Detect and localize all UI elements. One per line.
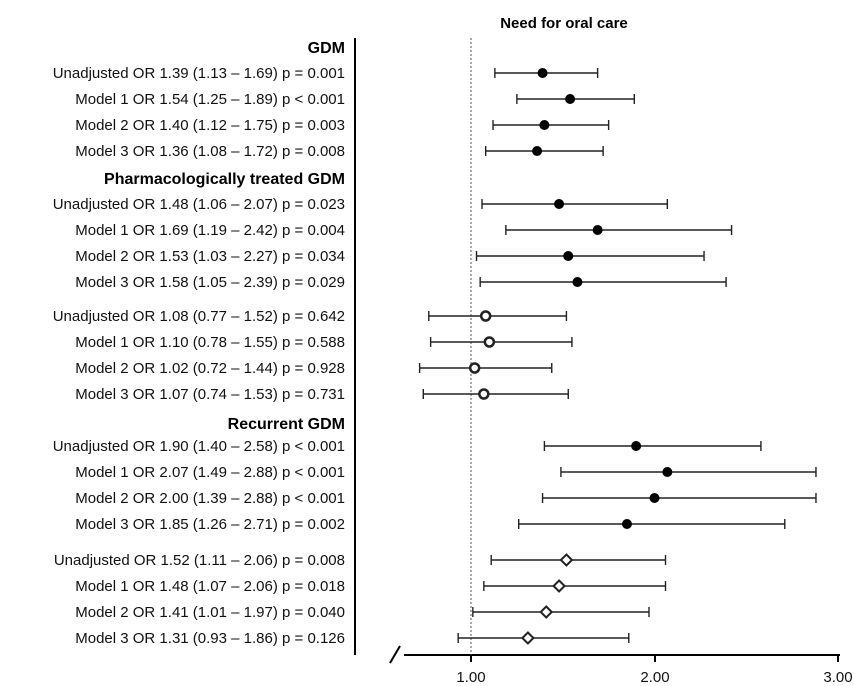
group-heading: Pharmacologically treated GDM xyxy=(104,171,345,188)
forest-row: Model 2 OR 1.40 (1.12 – 1.75) p = 0.003 xyxy=(75,117,610,134)
point-estimate xyxy=(631,441,642,451)
forest-row: Model 3 OR 1.07 (0.74 – 1.53) p = 0.731 xyxy=(75,386,569,403)
point-estimate xyxy=(565,94,576,104)
row-label: Model 1 OR 1.69 (1.19 – 2.42) p = 0.004 xyxy=(75,222,345,239)
point-estimate xyxy=(537,68,548,78)
forest-row: Model 3 OR 1.58 (1.05 – 2.39) p = 0.029 xyxy=(75,274,727,291)
point-estimate xyxy=(592,225,603,235)
row-label: Unadjusted OR 1.48 (1.06 – 2.07) p = 0.0… xyxy=(53,196,345,213)
x-axis-ticks: 1.00 2.00 3.00 xyxy=(456,655,853,686)
point-estimate xyxy=(649,493,660,503)
point-estimate xyxy=(539,120,550,130)
row-label: Unadjusted OR 1.39 (1.13 – 1.69) p = 0.0… xyxy=(53,65,345,82)
forest-row: Model 2 OR 1.53 (1.03 – 2.27) p = 0.034 xyxy=(75,248,705,265)
x-axis-break-mark xyxy=(389,645,401,664)
point-estimate xyxy=(468,362,481,374)
row-label: Model 1 OR 2.07 (1.49 – 2.88) p < 0.001 xyxy=(75,464,345,481)
row-label: Unadjusted OR 1.08 (0.77 – 1.52) p = 0.6… xyxy=(53,308,345,325)
row-label: Model 1 OR 1.48 (1.07 – 2.06) p = 0.018 xyxy=(75,578,345,595)
point-estimate xyxy=(662,467,673,477)
row-label: Model 3 OR 1.85 (1.26 – 2.71) p = 0.002 xyxy=(75,516,345,533)
row-label: Model 3 OR 1.07 (0.74 – 1.53) p = 0.731 xyxy=(75,386,345,403)
forest-row: Unadjusted OR 1.52 (1.11 – 2.06) p = 0.0… xyxy=(54,552,667,569)
row-label: Model 1 OR 1.54 (1.25 – 1.89) p < 0.001 xyxy=(75,91,345,108)
group-heading: Recurrent GDM xyxy=(228,416,345,433)
forest-row: Model 2 OR 1.02 (0.72 – 1.44) p = 0.928 xyxy=(75,360,553,377)
row-label: Model 2 OR 1.02 (0.72 – 1.44) p = 0.928 xyxy=(75,360,345,377)
row-label: Model 3 OR 1.36 (1.08 – 1.72) p = 0.008 xyxy=(75,143,345,160)
forest-row: Unadjusted OR 1.48 (1.06 – 2.07) p = 0.0… xyxy=(53,196,669,213)
x-tick-label: 3.00 xyxy=(823,669,852,686)
forest-row: Model 1 OR 1.48 (1.07 – 2.06) p = 0.018 xyxy=(75,578,667,595)
row-label: Unadjusted OR 1.90 (1.40 – 2.58) p < 0.0… xyxy=(53,438,345,455)
chart-title: Need for oral care xyxy=(500,15,628,32)
point-estimate xyxy=(520,631,535,645)
point-estimate xyxy=(532,146,543,156)
forest-rows: GDM Unadjusted OR 1.39 (1.13 – 1.69) p = … xyxy=(53,40,817,647)
row-label: Unadjusted OR 1.52 (1.11 – 2.06) p = 0.0… xyxy=(54,552,345,569)
row-label: Model 2 OR 2.00 (1.39 – 2.88) p < 0.001 xyxy=(75,490,345,507)
forest-row: Model 2 OR 2.00 (1.39 – 2.88) p < 0.001 xyxy=(75,490,817,507)
point-estimate xyxy=(479,310,492,322)
point-estimate xyxy=(539,605,554,619)
forest-row: Model 1 OR 1.10 (0.78 – 1.55) p = 0.588 xyxy=(75,334,573,351)
forest-row: Unadjusted OR 1.08 (0.77 – 1.52) p = 0.6… xyxy=(53,308,568,325)
forest-row: Unadjusted OR 1.90 (1.40 – 2.58) p < 0.0… xyxy=(53,438,762,455)
group-heading: GDM xyxy=(308,40,345,57)
row-label: Model 2 OR 1.53 (1.03 – 2.27) p = 0.034 xyxy=(75,248,345,265)
forest-row: Model 1 OR 1.54 (1.25 – 1.89) p < 0.001 xyxy=(75,91,636,108)
point-estimate xyxy=(483,336,496,348)
forest-row: Model 3 OR 1.36 (1.08 – 1.72) p = 0.008 xyxy=(75,143,604,160)
row-label: Model 2 OR 1.40 (1.12 – 1.75) p = 0.003 xyxy=(75,117,345,134)
forest-row: Model 1 OR 1.69 (1.19 – 2.42) p = 0.004 xyxy=(75,222,733,239)
x-tick-label: 1.00 xyxy=(456,669,485,686)
forest-row: Model 2 OR 1.41 (1.01 – 1.97) p = 0.040 xyxy=(75,604,650,621)
row-label: Model 2 OR 1.41 (1.01 – 1.97) p = 0.040 xyxy=(75,604,345,621)
forest-row: Model 1 OR 2.07 (1.49 – 2.88) p < 0.001 xyxy=(75,464,817,481)
point-estimate xyxy=(552,579,566,593)
row-label: Model 3 OR 1.31 (0.93 – 1.86) p = 0.126 xyxy=(75,630,345,647)
point-estimate xyxy=(563,251,574,261)
forest-row: Model 3 OR 1.31 (0.93 – 1.86) p = 0.126 xyxy=(75,630,630,647)
forest-row: Unadjusted OR 1.39 (1.13 – 1.69) p = 0.0… xyxy=(53,65,599,82)
forest-row: Model 3 OR 1.85 (1.26 – 2.71) p = 0.002 xyxy=(75,516,786,533)
point-estimate xyxy=(478,388,490,400)
row-label: Model 1 OR 1.10 (0.78 – 1.55) p = 0.588 xyxy=(75,334,345,351)
point-estimate xyxy=(554,199,565,209)
point-estimate xyxy=(572,277,583,287)
x-tick-label: 2.00 xyxy=(640,669,669,686)
point-estimate xyxy=(559,553,574,567)
row-label: Model 3 OR 1.58 (1.05 – 2.39) p = 0.029 xyxy=(75,274,345,291)
point-estimate xyxy=(621,519,632,529)
